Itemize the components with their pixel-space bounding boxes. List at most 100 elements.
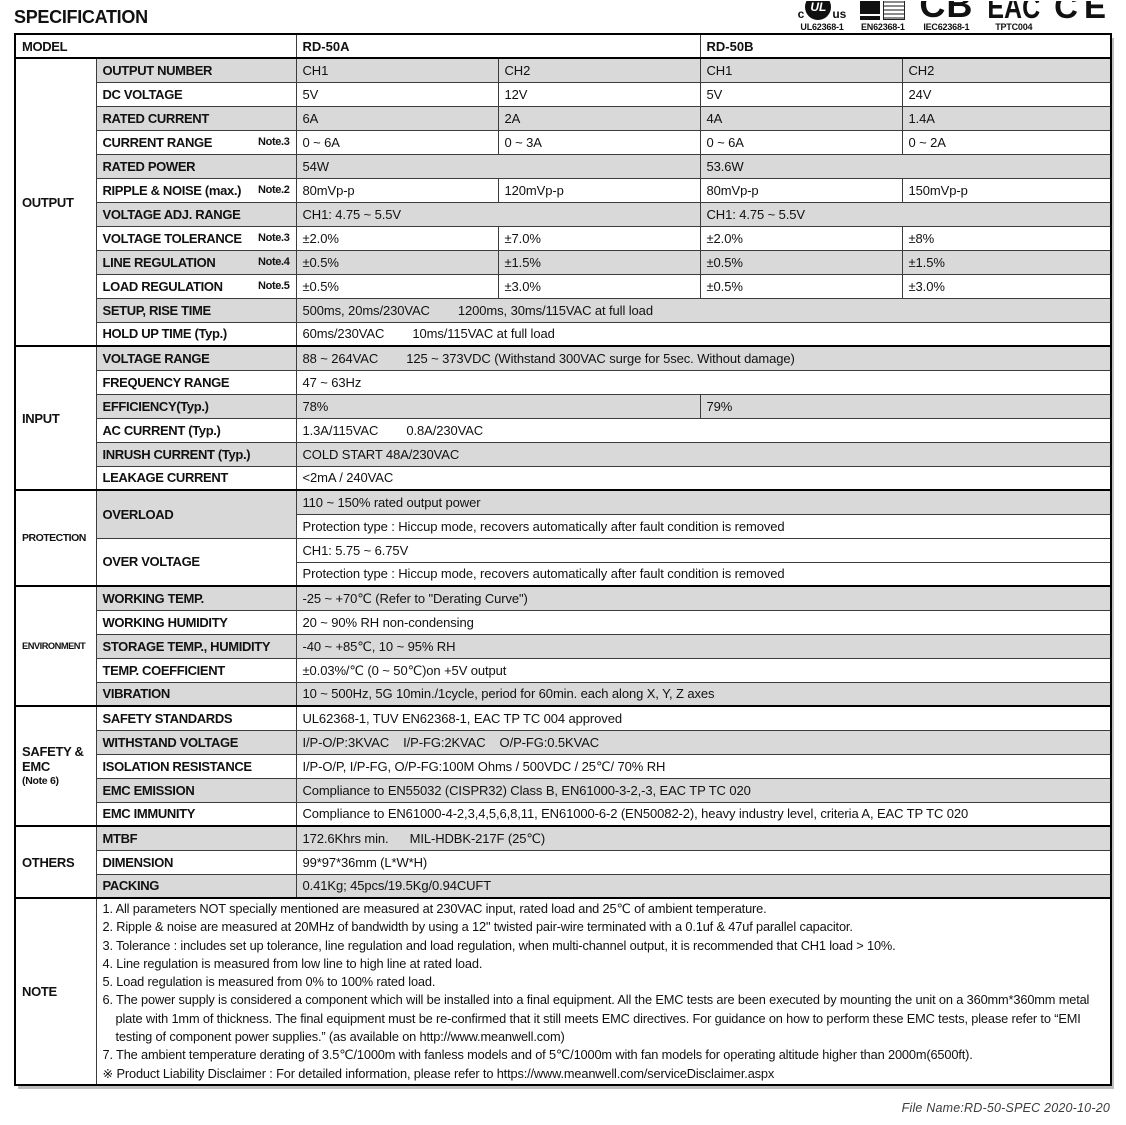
spec-value: 78%: [295, 393, 701, 419]
row-label: FREQUENCY RANGE: [95, 369, 297, 395]
spec-value: 60ms/230VAC 10ms/115VAC at full load: [295, 321, 1112, 347]
spec-value: Protection type : Hiccup mode, recovers …: [295, 513, 1112, 539]
note-line: 6. The power supply is considered a comp…: [102, 992, 1090, 1045]
row-label: ISOLATION RESISTANCE: [95, 753, 297, 779]
spec-value: 0.41Kg; 45pcs/19.5Kg/0.94CUFT: [295, 873, 1112, 899]
spec-value: 20 ~ 90% RH non-condensing: [295, 609, 1112, 635]
cert-caption-tuv: EN62368-1: [860, 22, 905, 32]
spec-value: CH1: 4.75 ~ 5.5V: [295, 201, 701, 227]
spec-value: 6A: [295, 105, 499, 131]
spec-value: 5V: [295, 81, 499, 107]
model-name-a: RD-50A: [295, 33, 701, 59]
spec-value: 10 ~ 500Hz, 5G 10min./1cycle, period for…: [295, 681, 1112, 707]
row-label: WORKING HUMIDITY: [95, 609, 297, 635]
spec-value: Protection type : Hiccup mode, recovers …: [295, 561, 1112, 587]
spec-value: 0 ~ 6A: [295, 129, 499, 155]
spec-value: I/P-O/P:3KVAC I/P-FG:2KVAC O/P-FG:0.5KVA…: [295, 729, 1112, 755]
spec-value: 88 ~ 264VAC 125 ~ 373VDC (Withstand 300V…: [295, 345, 1112, 371]
note-line: 2. Ripple & noise are measured at 20MHz …: [102, 919, 853, 935]
spec-value: ±0.5%: [295, 249, 499, 275]
file-name-footer: File Name:RD-50-SPEC 2020-10-20: [901, 1101, 1110, 1115]
spec-value: CH2: [497, 57, 701, 83]
spec-value: 80mVp-p: [699, 177, 903, 203]
spec-value: ±1.5%: [901, 249, 1112, 275]
spec-value: ±2.0%: [699, 225, 903, 251]
spec-value: -40 ~ +85℃, 10 ~ 95% RH: [295, 633, 1112, 659]
row-label: LEAKAGE CURRENT: [95, 465, 297, 491]
row-label: WORKING TEMP.: [95, 585, 297, 611]
page-title: SPECIFICATION: [14, 7, 148, 27]
section-output: OUTPUT: [14, 57, 97, 347]
spec-value: ±7.0%: [497, 225, 701, 251]
cb-icon: CB: [919, 1, 973, 20]
row-label: VOLTAGE ADJ. RANGE: [95, 201, 297, 227]
row-label: LOAD REGULATION Note.5: [95, 273, 297, 299]
row-label: DIMENSION: [95, 849, 297, 875]
cert-ce: CE: [1054, 1, 1112, 22]
spec-value: 120mVp-p: [497, 177, 701, 203]
spec-value: 24V: [901, 81, 1112, 107]
spec-value: ±1.5%: [497, 249, 701, 275]
spec-value: 0 ~ 3A: [497, 129, 701, 155]
spec-value: 54W: [295, 153, 701, 179]
model-label: MODEL: [14, 33, 297, 59]
spec-value: CH2: [901, 57, 1112, 83]
spec-value: ±3.0%: [901, 273, 1112, 299]
row-label: RATED CURRENT: [95, 105, 297, 131]
cert-caption-cb: IEC62368-1: [923, 22, 970, 32]
row-label: RATED POWER: [95, 153, 297, 179]
row-label: WITHSTAND VOLTAGE: [95, 729, 297, 755]
spec-value: Compliance to EN61000-4-2,3,4,5,6,8,11, …: [295, 801, 1112, 827]
spec-value: 0 ~ 6A: [699, 129, 903, 155]
spec-value: 500ms, 20ms/230VAC 1200ms, 30ms/115VAC a…: [295, 297, 1112, 323]
cert-culus: c UL us UL62368-1: [798, 1, 846, 32]
spec-value: 47 ~ 63Hz: [295, 369, 1112, 395]
row-label: TEMP. COEFFICIENT: [95, 657, 297, 683]
spec-value: CH1: [295, 57, 499, 83]
section-others: OTHERS: [14, 825, 97, 899]
row-label: EMC EMISSION: [95, 777, 297, 803]
row-label: OVER VOLTAGE: [95, 537, 297, 587]
spec-value: 53.6W: [699, 153, 1112, 179]
spec-value: 80mVp-p: [295, 177, 499, 203]
row-label: EFFICIENCY(Typ.): [95, 393, 297, 419]
row-label: DC VOLTAGE: [95, 81, 297, 107]
cert-tuv: EN62368-1: [860, 1, 906, 32]
spec-value: 5V: [699, 81, 903, 107]
spec-value: COLD START 48A/230VAC: [295, 441, 1112, 467]
spec-value: 99*97*36mm (L*W*H): [295, 849, 1112, 875]
spec-value: 79%: [699, 393, 1112, 419]
row-label: OUTPUT NUMBER: [95, 57, 297, 83]
row-label: MTBF: [95, 825, 297, 851]
row-label: INRUSH CURRENT (Typ.): [95, 441, 297, 467]
row-label: SAFETY STANDARDS: [95, 705, 297, 731]
spec-value: ±0.5%: [295, 273, 499, 299]
row-label: SETUP, RISE TIME: [95, 297, 297, 323]
note-list: 1. All parameters NOT specially mentione…: [95, 897, 1112, 1086]
eac-icon: EAC: [987, 1, 1041, 20]
row-label: EMC IMMUNITY: [95, 801, 297, 827]
spec-value: <2mA / 240VAC: [295, 465, 1112, 491]
cert-cb: CB IEC62368-1: [919, 1, 973, 32]
spec-value: ±0.5%: [699, 273, 903, 299]
spec-value: I/P-O/P, I/P-FG, O/P-FG:100M Ohms / 500V…: [295, 753, 1112, 779]
cert-eac: EAC TPTC004: [987, 1, 1040, 32]
section-environment: ENVIRONMENT: [14, 585, 97, 707]
row-label: LINE REGULATION Note.4: [95, 249, 297, 275]
spec-value: 110 ~ 150% rated output power: [295, 489, 1112, 515]
spec-value: 1.4A: [901, 105, 1112, 131]
section-note: NOTE: [14, 897, 97, 1086]
spec-value: ±2.0%: [295, 225, 499, 251]
row-label: CURRENT RANGE Note.3: [95, 129, 297, 155]
page-header: SPECIFICATION c UL us UL62368-1: [0, 0, 1126, 33]
specification-table: MODEL RD-50A RD-50B OUTPUT OUTPUT NUMBER CH1 C…: [14, 33, 1113, 1086]
model-name-b: RD-50B: [699, 33, 1112, 59]
spec-value: 150mVp-p: [901, 177, 1112, 203]
spec-value: ±8%: [901, 225, 1112, 251]
spec-value: 1.3A/115VAC 0.8A/230VAC: [295, 417, 1112, 443]
spec-value: ±0.03%/℃ (0 ~ 50℃)on +5V output: [295, 657, 1112, 683]
row-label: RIPPLE & NOISE (max.) Note.2: [95, 177, 297, 203]
row-label: VIBRATION: [95, 681, 297, 707]
cert-caption-eac: TPTC004: [995, 22, 1033, 32]
